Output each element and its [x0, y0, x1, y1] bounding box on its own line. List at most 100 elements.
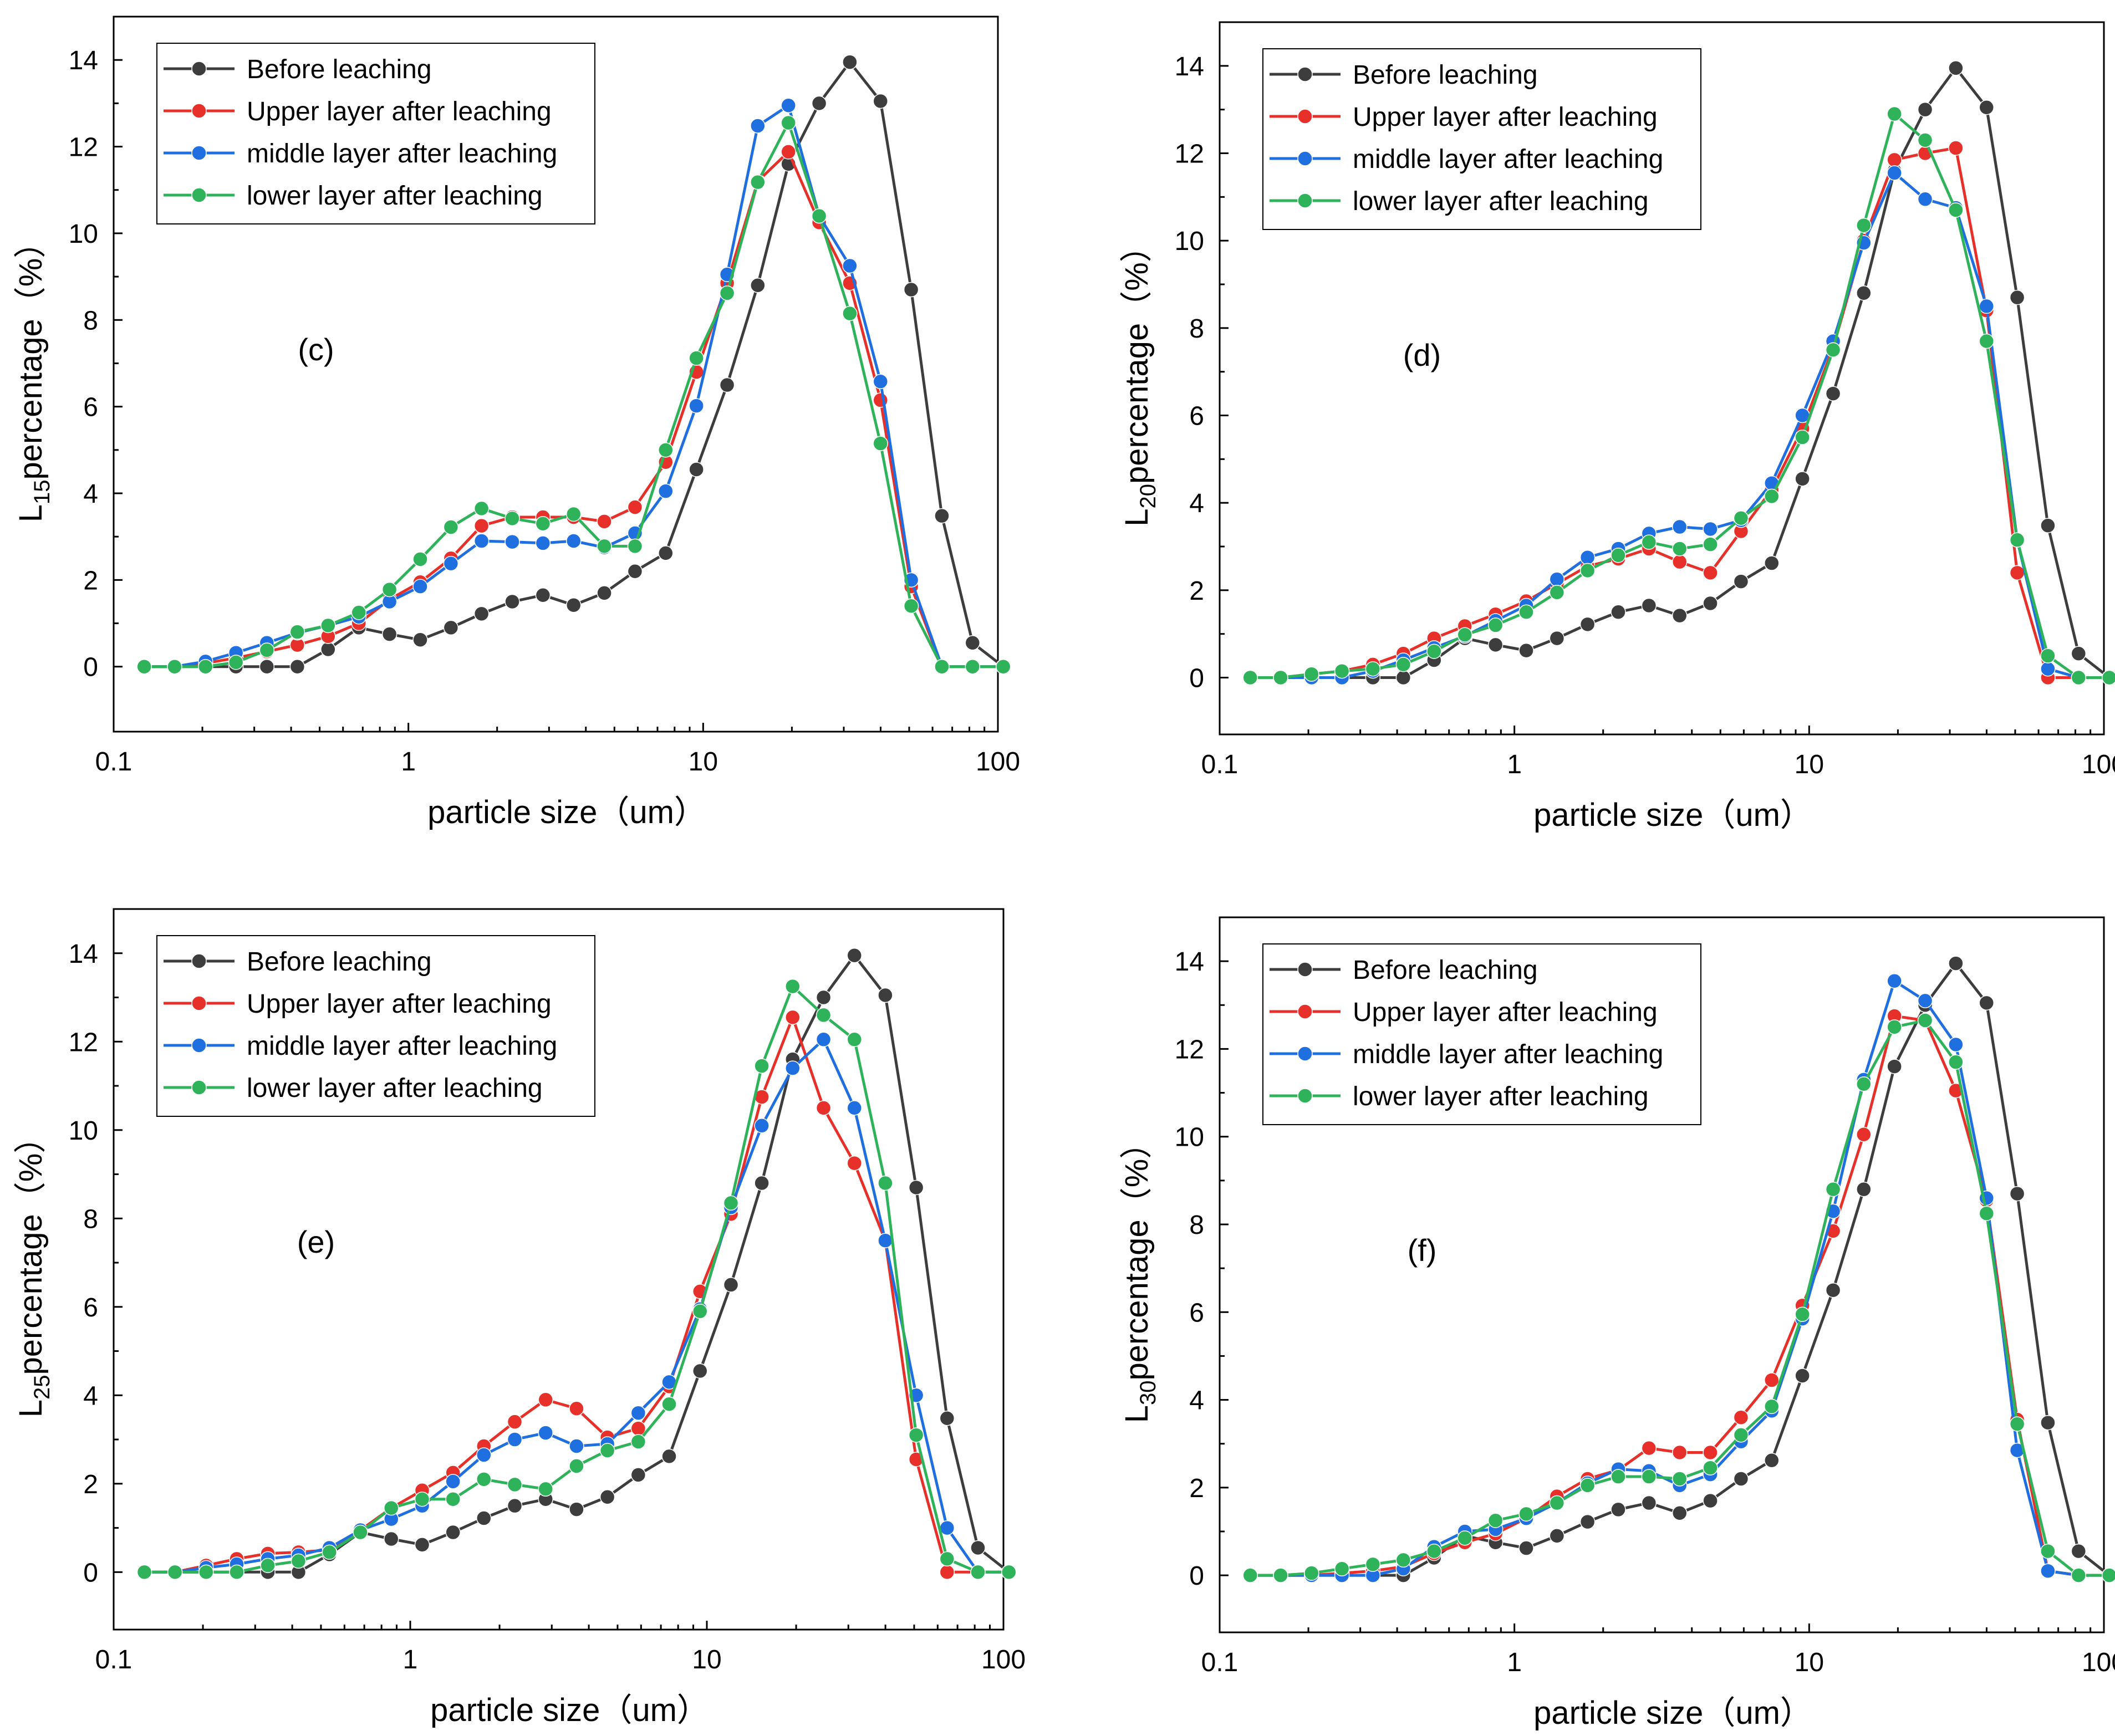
data-point	[811, 95, 827, 111]
data-point	[1764, 488, 1780, 504]
data-point	[627, 499, 643, 515]
x-tick-label: 1	[1507, 750, 1522, 779]
data-point	[260, 1558, 276, 1574]
data-point	[1671, 1505, 1688, 1521]
y-axis-title-subscript: 15	[30, 480, 54, 505]
data-point	[754, 1118, 769, 1133]
data-point	[1733, 574, 1749, 589]
plot-frame	[113, 16, 999, 733]
data-point	[289, 624, 305, 640]
y-tick-label: 12	[69, 1028, 98, 1057]
data-point	[1518, 642, 1534, 658]
data-point	[781, 98, 796, 114]
data-point	[1733, 1427, 1749, 1443]
data-point	[908, 1427, 924, 1443]
data-point	[167, 658, 182, 675]
data-point	[1518, 1540, 1534, 1556]
x-tick-label: 100	[981, 1645, 1026, 1674]
data-point	[1856, 217, 1872, 233]
data-point	[414, 1537, 430, 1553]
data-point	[1948, 140, 1964, 156]
data-point	[381, 581, 397, 598]
data-point	[2071, 646, 2087, 661]
data-point	[565, 597, 582, 613]
legend-entry: middle layer after leaching	[1353, 1040, 1663, 1069]
data-point	[1764, 1372, 1780, 1388]
legend-entry: Before leaching	[247, 947, 432, 977]
data-point	[873, 93, 889, 109]
data-point	[692, 1304, 708, 1319]
data-point	[1395, 670, 1411, 686]
data-point	[599, 1489, 615, 1505]
data-point	[719, 377, 735, 393]
data-point	[903, 282, 919, 298]
data-point	[903, 598, 919, 614]
legend-entry: Before leaching	[1353, 956, 1538, 985]
data-point	[781, 144, 796, 160]
data-point	[1795, 1306, 1810, 1322]
data-point	[197, 658, 213, 675]
data-point	[750, 118, 766, 134]
data-point	[719, 285, 735, 301]
data-point	[934, 508, 950, 524]
x-axis-title: particle size（um）	[1533, 797, 1812, 833]
data-point	[412, 552, 428, 567]
data-point	[1795, 471, 1810, 487]
x-tick-label: 10	[1795, 1648, 1824, 1677]
y-axis-title-subscript: 25	[30, 1375, 54, 1400]
data-point	[1487, 1513, 1504, 1528]
y-tick-label: 0	[83, 653, 98, 682]
data-point	[1549, 585, 1565, 600]
data-point	[1825, 386, 1841, 401]
data-point	[1611, 1502, 1626, 1518]
data-point	[2040, 1543, 2056, 1559]
data-point	[322, 1544, 337, 1560]
data-point	[847, 1155, 862, 1171]
data-point	[847, 947, 862, 963]
data-point	[412, 579, 428, 594]
x-tick-label: 1	[401, 747, 416, 777]
legend-marker	[191, 61, 207, 76]
data-point	[414, 1491, 430, 1507]
x-axis-title: particle size（um）	[1533, 1695, 1812, 1731]
data-point	[1887, 1059, 1902, 1074]
data-point	[473, 533, 490, 549]
data-point	[627, 538, 643, 554]
chart-panel-1: 0 2 4 6 8 10 12 14 0.1 1 10 100 particle size（um） L20…	[1119, 21, 2115, 833]
x-tick-label: 100	[2082, 750, 2115, 779]
data-point	[1303, 1565, 1319, 1581]
series-lower	[1242, 1013, 2115, 1583]
data-point	[1887, 1019, 1902, 1035]
panel-label: (e)	[297, 1224, 335, 1259]
x-tick-label: 0.1	[95, 747, 132, 777]
data-point	[384, 1500, 399, 1516]
legend-marker	[1297, 1046, 1313, 1061]
data-point	[1764, 1398, 1780, 1415]
data-point	[1917, 132, 1933, 148]
data-point	[1887, 152, 1902, 168]
data-point	[1671, 541, 1688, 556]
data-point	[320, 641, 336, 657]
series-line	[144, 1037, 1009, 1574]
data-point	[754, 1175, 769, 1191]
data-point	[1487, 617, 1504, 633]
y-tick-label: 2	[1189, 1474, 1204, 1503]
data-point	[1703, 537, 1718, 552]
legend-entry: middle layer after leaching	[247, 139, 557, 169]
data-point	[939, 1411, 955, 1426]
x-tick-label: 10	[1795, 750, 1824, 779]
chart-panel-3: 0 2 4 6 8 10 12 14 0.1 1 10 100 particle size（um） L30…	[1119, 916, 2115, 1731]
data-point	[1334, 1561, 1350, 1576]
data-point	[198, 1564, 214, 1580]
series-line	[144, 149, 1003, 668]
data-point	[1001, 1564, 1017, 1580]
y-tick-label: 10	[1175, 227, 1204, 256]
data-point	[1579, 563, 1596, 579]
x-tick-label: 0.1	[95, 1645, 132, 1674]
data-point	[1671, 519, 1688, 535]
data-point	[878, 987, 893, 1003]
data-point	[661, 1448, 677, 1464]
data-point	[816, 1100, 832, 1116]
data-point	[1365, 1556, 1381, 1572]
legend: Before leaching Upper layer after leachin…	[1262, 943, 1701, 1125]
